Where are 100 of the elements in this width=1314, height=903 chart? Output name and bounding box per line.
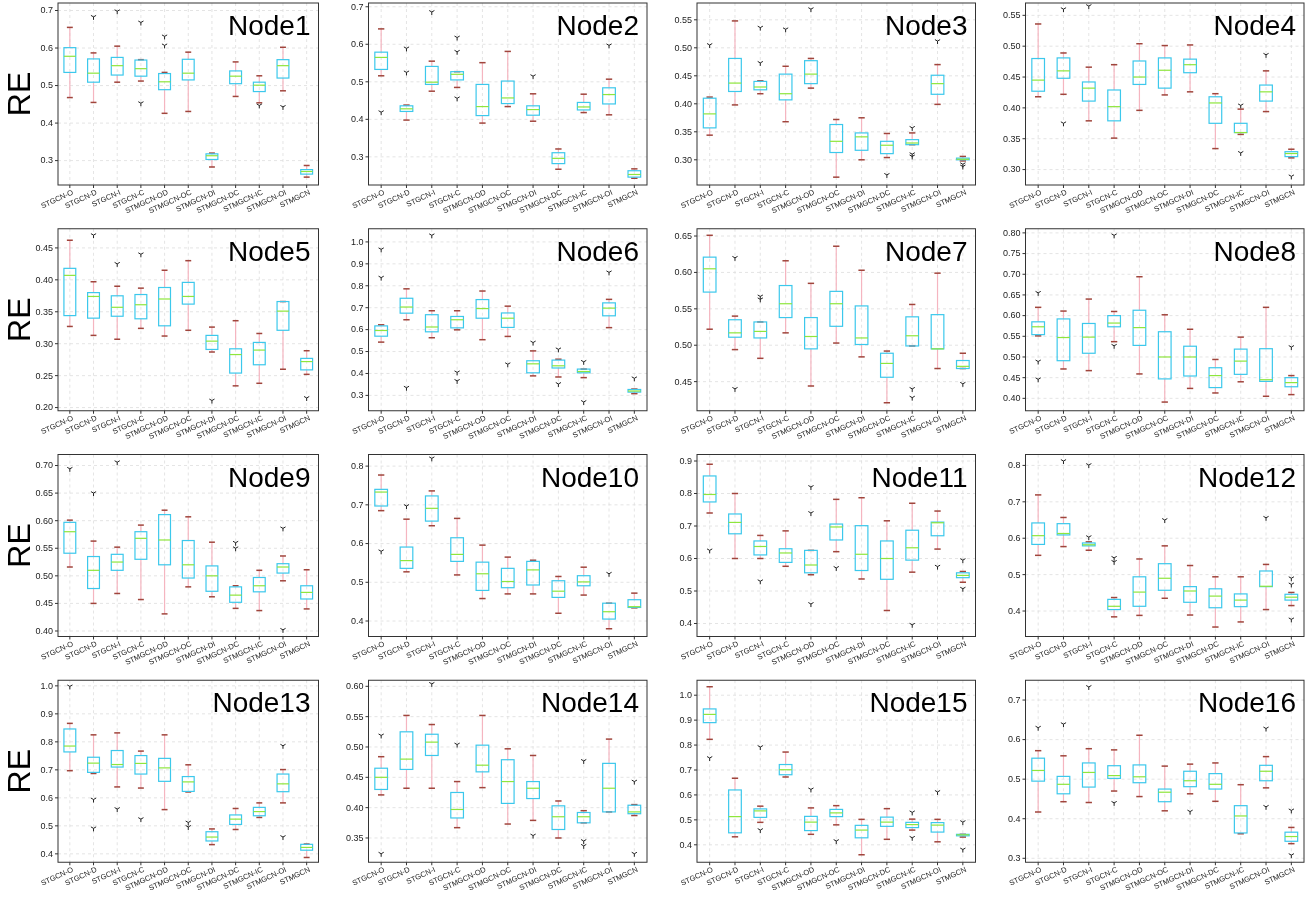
y-tick-label: 0.25 — [35, 370, 53, 381]
y-tick-label: 0.5 — [40, 820, 53, 831]
y-tick-label: 0.65 — [1002, 289, 1021, 300]
y-tick-label: 0.6 — [1007, 533, 1021, 544]
y-tick-label: 0.60 — [674, 267, 692, 278]
y-tick-label: 0.7 — [679, 520, 692, 531]
y-tick-label: 0.8 — [679, 488, 692, 499]
y-tick-label: 0.4 — [679, 618, 692, 629]
y-tick-label: 0.70 — [1002, 269, 1021, 280]
y-tick-label: 0.35 — [345, 832, 364, 843]
chart-title: Node12 — [1197, 461, 1296, 493]
y-tick-label: 0.40 — [35, 625, 53, 636]
y-tick-label: 1.0 — [40, 680, 53, 691]
y-tick-label: 0.9 — [679, 715, 692, 726]
y-tick-label: 0.8 — [350, 461, 364, 471]
y-tick-label: 0.6 — [350, 39, 364, 50]
y-tick-label: 0.6 — [679, 553, 692, 564]
y-tick-label: 0.40 — [1002, 393, 1021, 404]
y-tick-label: 0.4 — [40, 848, 53, 859]
y-tick-label: 0.4 — [1007, 605, 1021, 616]
y-tick-label: 0.4 — [350, 615, 364, 626]
y-tick-label: 0.4 — [350, 114, 364, 125]
y-tick-label: 0.35 — [674, 126, 692, 137]
y-tick-label: 0.7 — [350, 1, 364, 12]
y-tick-label: 0.9 — [350, 258, 364, 269]
y-tick-label: 0.45 — [674, 70, 692, 81]
y-tick-label: 0.7 — [350, 499, 364, 510]
y-tick-label: 0.55 — [35, 543, 53, 554]
y-tick-label: 0.4 — [1007, 813, 1021, 824]
chart-title: Node5 — [227, 235, 311, 267]
y-tick-label: 0.40 — [345, 802, 364, 813]
y-tick-label: 0.3 — [350, 390, 364, 401]
chart-title: Node14 — [540, 687, 639, 719]
y-tick-label: 0.45 — [674, 376, 692, 387]
y-tick-label: 0.6 — [1007, 734, 1021, 745]
y-tick-label: 0.30 — [35, 338, 53, 349]
y-tick-label: 0.50 — [1002, 41, 1021, 52]
y-tick-label: 0.50 — [674, 340, 692, 351]
y-tick-label: 0.80 — [1002, 227, 1021, 238]
y-tick-label: 0.70 — [35, 460, 53, 471]
chart-title: Node2 — [556, 10, 639, 41]
y-tick-label: 0.5 — [350, 346, 364, 357]
y-tick-label: 0.8 — [1007, 460, 1021, 471]
y-tick-label: 0.5 — [679, 585, 692, 596]
y-axis-title: RE — [1, 523, 37, 568]
chart-title: Node9 — [227, 461, 311, 493]
y-tick-label: 0.55 — [674, 303, 692, 314]
y-tick-label: 0.7 — [350, 302, 364, 313]
y-tick-label: 0.7 — [1007, 694, 1021, 705]
y-tick-label: 0.3 — [1007, 853, 1021, 864]
y-tick-label: 0.55 — [674, 14, 692, 25]
y-tick-label: 0.65 — [35, 487, 53, 498]
y-tick-label: 0.35 — [1002, 133, 1021, 144]
y-tick-label: 0.3 — [40, 155, 53, 166]
y-tick-label: 1.0 — [679, 690, 692, 701]
y-tick-label: 0.65 — [674, 230, 692, 241]
y-tick-label: 0.8 — [40, 736, 53, 747]
y-tick-label: 0.55 — [1002, 10, 1021, 21]
y-tick-label: 0.6 — [350, 538, 364, 549]
y-tick-label: 0.6 — [679, 789, 692, 800]
chart-title: Node3 — [884, 10, 968, 41]
chart-title: Node8 — [1213, 235, 1296, 267]
y-tick-label: 0.45 — [35, 598, 53, 609]
chart-title: Node1 — [227, 10, 311, 41]
y-tick-label: 0.50 — [674, 42, 692, 53]
y-tick-label: 0.50 — [1002, 351, 1021, 362]
y-tick-label: 0.45 — [1002, 372, 1021, 383]
y-tick-label: 0.50 — [35, 570, 53, 581]
y-tick-label: 0.45 — [345, 772, 364, 783]
y-tick-label: 0.3 — [350, 151, 364, 162]
y-tick-label: 0.55 — [345, 711, 364, 722]
chart-title: Node7 — [884, 235, 968, 267]
y-tick-label: 0.45 — [1002, 71, 1021, 82]
y-tick-label: 0.20 — [35, 402, 53, 413]
y-tick-label: 0.5 — [679, 814, 692, 825]
y-tick-label: 0.75 — [1002, 248, 1021, 259]
y-tick-label: 0.60 — [345, 681, 364, 692]
y-tick-label: 0.7 — [40, 5, 53, 16]
y-tick-label: 0.45 — [35, 242, 53, 253]
y-tick-label: 0.7 — [40, 764, 53, 775]
chart-title: Node11 — [871, 461, 968, 493]
y-tick-label: 0.50 — [345, 741, 364, 752]
y-tick-label: 0.60 — [35, 515, 53, 526]
y-axis-title: RE — [1, 71, 37, 117]
y-tick-label: 0.8 — [679, 739, 692, 750]
y-tick-label: 0.9 — [679, 455, 692, 466]
y-tick-label: 0.4 — [350, 368, 364, 379]
y-tick-label: 0.5 — [350, 577, 364, 588]
y-tick-label: 0.35 — [35, 306, 53, 317]
y-tick-label: 0.9 — [40, 708, 53, 719]
y-tick-label: 0.6 — [40, 42, 53, 53]
chart-title: Node10 — [540, 461, 639, 493]
y-tick-label: 1.0 — [350, 236, 364, 247]
y-tick-label: 0.8 — [350, 280, 364, 291]
y-tick-label: 0.40 — [35, 274, 53, 285]
y-tick-label: 0.5 — [350, 76, 364, 87]
y-tick-label: 0.55 — [1002, 331, 1021, 342]
chart-title: Node4 — [1213, 10, 1296, 41]
y-tick-label: 0.7 — [1007, 496, 1021, 507]
y-tick-label: 0.4 — [679, 839, 692, 850]
